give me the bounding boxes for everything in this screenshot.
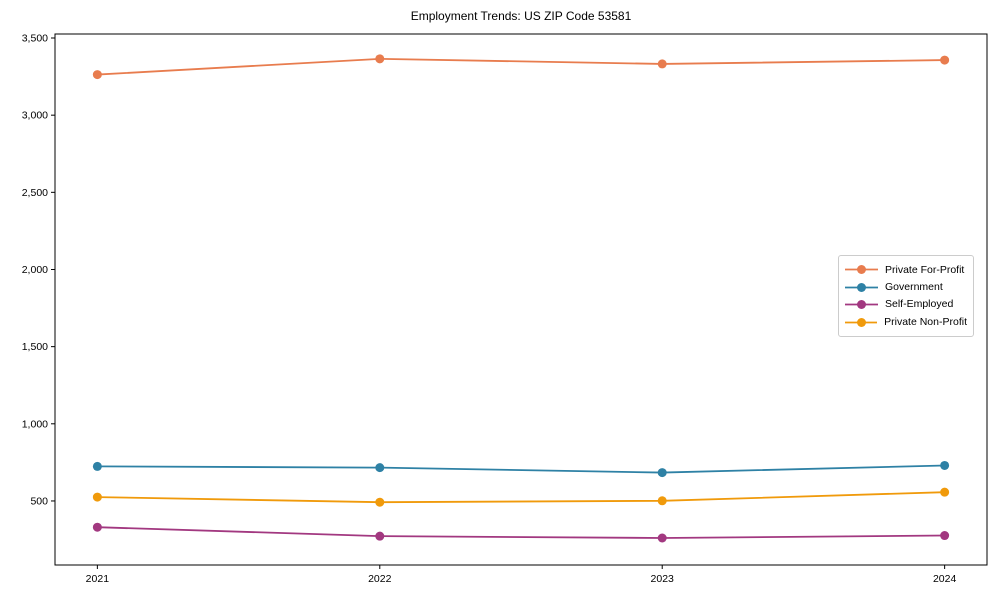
legend-dot <box>857 300 866 310</box>
data-point-private-for-profit <box>657 59 667 69</box>
data-point-private-for-profit <box>375 54 385 64</box>
legend-line-marker-icon <box>845 282 878 292</box>
series-line-government <box>96 464 946 474</box>
x-tick-label: 2022 <box>368 573 392 585</box>
legend-dot <box>857 265 866 275</box>
x-tick-label: 2023 <box>651 573 675 585</box>
data-point-private-non-profit <box>92 492 102 502</box>
data-point-government <box>375 463 385 473</box>
data-point-private-for-profit <box>92 70 102 80</box>
data-point-government <box>657 468 667 478</box>
data-point-self-employed <box>940 531 950 541</box>
data-point-government <box>940 460 950 470</box>
legend: Private For-Profit Government Self-Employe… <box>838 255 974 337</box>
x-tick-label: 2021 <box>86 573 110 585</box>
data-point-private-non-profit <box>375 497 385 507</box>
series-line-self-employed <box>96 526 946 539</box>
data-point-government <box>92 461 102 471</box>
legend-item-self-employed: Self-Employed <box>845 299 967 310</box>
y-tick-label: 2,000 <box>22 264 48 276</box>
legend-label: Government <box>885 281 943 294</box>
legend-label: Private For-Profit <box>885 263 965 276</box>
plot-frame <box>54 33 988 566</box>
data-point-private-for-profit <box>940 55 950 65</box>
data-point-self-employed <box>375 531 385 541</box>
data-point-self-employed <box>92 522 102 532</box>
legend-dot <box>857 282 866 292</box>
series-line-private-for-profit <box>96 57 946 76</box>
series-line-private-non-profit <box>96 491 946 504</box>
y-tick-label: 500 <box>30 495 48 507</box>
y-tick-label: 2,500 <box>22 187 48 199</box>
data-point-self-employed <box>657 533 667 543</box>
legend-label: Self-Employed <box>885 298 954 311</box>
legend-item-private-non-profit: Private Non-Profit <box>845 317 967 328</box>
data-point-private-non-profit <box>657 496 667 506</box>
chart-title: Employment Trends: US ZIP Code 53581 <box>410 9 632 23</box>
legend-label: Private Non-Profit <box>884 315 967 328</box>
legend-line-marker-icon <box>845 300 878 310</box>
y-tick-label: 3,000 <box>22 110 48 122</box>
y-tick-label: 3,500 <box>22 33 48 45</box>
legend-line-marker-icon <box>845 265 878 275</box>
legend-line-marker-icon <box>845 317 878 327</box>
y-tick-label: 1,500 <box>22 341 48 353</box>
legend-item-government: Government <box>845 282 967 293</box>
legend-dot <box>857 317 866 327</box>
legend-item-private-for-profit: Private For-Profit <box>845 264 967 275</box>
x-tick-label: 2024 <box>933 573 957 585</box>
data-point-private-non-profit <box>940 487 950 497</box>
y-tick-label: 1,000 <box>22 418 48 430</box>
